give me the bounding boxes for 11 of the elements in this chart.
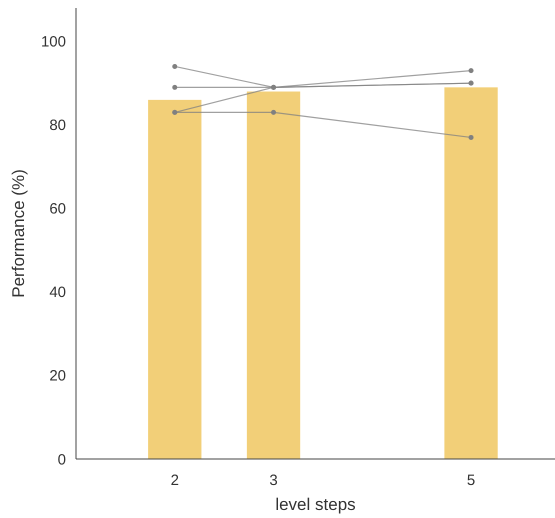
y-tick-label: 60 (49, 200, 66, 218)
x-axis-title: level steps (275, 495, 356, 514)
y-tick-label: 40 (49, 284, 66, 302)
x-tick-label: 2 (170, 472, 179, 489)
y-tick-label: 20 (49, 368, 66, 385)
y-tick-label: 0 (58, 451, 66, 468)
y-tick-label: 100 (40, 34, 66, 51)
x-tick-label: 3 (269, 472, 278, 489)
y-tick-label: 80 (49, 117, 66, 134)
x-tick-label: 5 (466, 472, 476, 489)
y-axis-title: Performance (%) (9, 169, 28, 298)
